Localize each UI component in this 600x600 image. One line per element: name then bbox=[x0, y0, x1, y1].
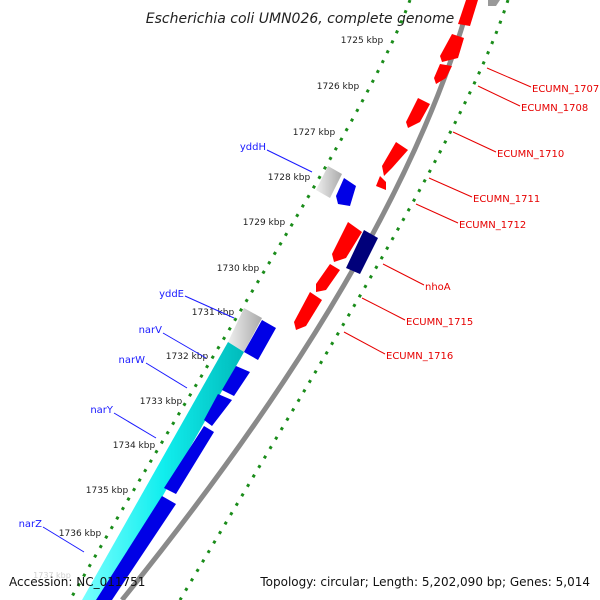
reverse-strand-features bbox=[294, 0, 478, 330]
feature-ecumn-1708[interactable] bbox=[440, 34, 464, 62]
feature-ecumn-1715[interactable] bbox=[316, 264, 340, 292]
feature-ecumn-1707[interactable] bbox=[458, 0, 478, 26]
forward-strand-features bbox=[96, 178, 356, 600]
gene-label-ecumn-1716[interactable]: ECUMN_1716 bbox=[386, 351, 453, 362]
feature-ecumn-1712[interactable] bbox=[376, 176, 386, 190]
feature-ydde[interactable] bbox=[244, 320, 276, 360]
nar-operon-span bbox=[82, 342, 244, 600]
feature-nhoa[interactable] bbox=[332, 222, 362, 262]
kbp-tick-labels: 1725 kbp 1726 kbp 1727 kbp 1728 kbp 1729… bbox=[33, 36, 383, 580]
tick-label: 1725 kbp bbox=[341, 36, 384, 46]
gene-label-ecumn-1708[interactable]: ECUMN_1708 bbox=[521, 103, 588, 114]
gene-label-ecumn-1707[interactable]: ECUMN_1707 bbox=[532, 84, 599, 95]
tick-label: 1732 kbp bbox=[166, 352, 209, 362]
feature-ecumn-1710[interactable] bbox=[406, 98, 430, 128]
tick-label: 1727 kbp bbox=[293, 128, 336, 138]
tick-label: 1736 kbp bbox=[59, 529, 102, 539]
map-title: Escherichia coli UMN026, complete genome bbox=[146, 11, 454, 27]
tick-label-faint: 1737 kbp bbox=[33, 571, 71, 580]
accession-label: Accession: NC_011751 bbox=[9, 575, 145, 589]
gene-label-nhoa[interactable]: nhoA bbox=[425, 282, 451, 293]
feature-ydde-pseudo[interactable] bbox=[228, 308, 262, 352]
left-gene-labels: yddH yddE narV narW narY narZ bbox=[19, 142, 313, 553]
gene-label-ecumn-1715[interactable]: ECUMN_1715 bbox=[406, 317, 473, 328]
right-gene-labels: ECUMN_1707 ECUMN_1708 ECUMN_1710 ECUMN_1… bbox=[343, 67, 599, 362]
feature-ecumn-1716[interactable] bbox=[294, 292, 322, 330]
feature-dark-block[interactable] bbox=[346, 230, 378, 274]
feature-yddh[interactable] bbox=[336, 178, 356, 206]
feature-ecumn-1709[interactable] bbox=[434, 64, 452, 84]
gene-label-ecumn-1710[interactable]: ECUMN_1710 bbox=[497, 149, 564, 160]
gene-label-ecumn-1712[interactable]: ECUMN_1712 bbox=[459, 220, 526, 231]
tick-label: 1731 kbp bbox=[192, 308, 235, 318]
gene-label-narz[interactable]: narZ bbox=[19, 519, 43, 530]
tick-label: 1729 kbp bbox=[243, 218, 286, 228]
feature-narz[interactable] bbox=[96, 496, 176, 600]
tick-label: 1735 kbp bbox=[86, 486, 129, 496]
tick-label: 1728 kbp bbox=[268, 173, 311, 183]
feature-narw[interactable] bbox=[204, 394, 232, 426]
gene-label-ecumn-1711[interactable]: ECUMN_1711 bbox=[473, 194, 540, 205]
feature-ecumn-1711[interactable] bbox=[382, 142, 408, 176]
tick-label: 1730 kbp bbox=[217, 264, 260, 274]
gene-label-nary[interactable]: narY bbox=[90, 405, 114, 416]
feature-fragment bbox=[488, 0, 500, 6]
feature-nary[interactable] bbox=[164, 426, 214, 494]
genome-summary: Topology: circular; Length: 5,202,090 bp… bbox=[259, 575, 590, 589]
gene-label-narv[interactable]: narV bbox=[139, 325, 163, 336]
tick-label: 1733 kbp bbox=[140, 397, 183, 407]
tick-label: 1726 kbp bbox=[317, 82, 360, 92]
feature-narv[interactable] bbox=[222, 366, 250, 396]
genome-backbone bbox=[120, 0, 473, 600]
gene-label-yddh[interactable]: yddH bbox=[240, 142, 266, 153]
gene-label-narw[interactable]: narW bbox=[119, 355, 146, 366]
inner-tick-ring bbox=[68, 0, 412, 600]
tick-label: 1734 kbp bbox=[113, 441, 156, 451]
gene-label-ydde[interactable]: yddE bbox=[159, 289, 184, 300]
feature-yddh-pseudo[interactable] bbox=[316, 166, 342, 198]
